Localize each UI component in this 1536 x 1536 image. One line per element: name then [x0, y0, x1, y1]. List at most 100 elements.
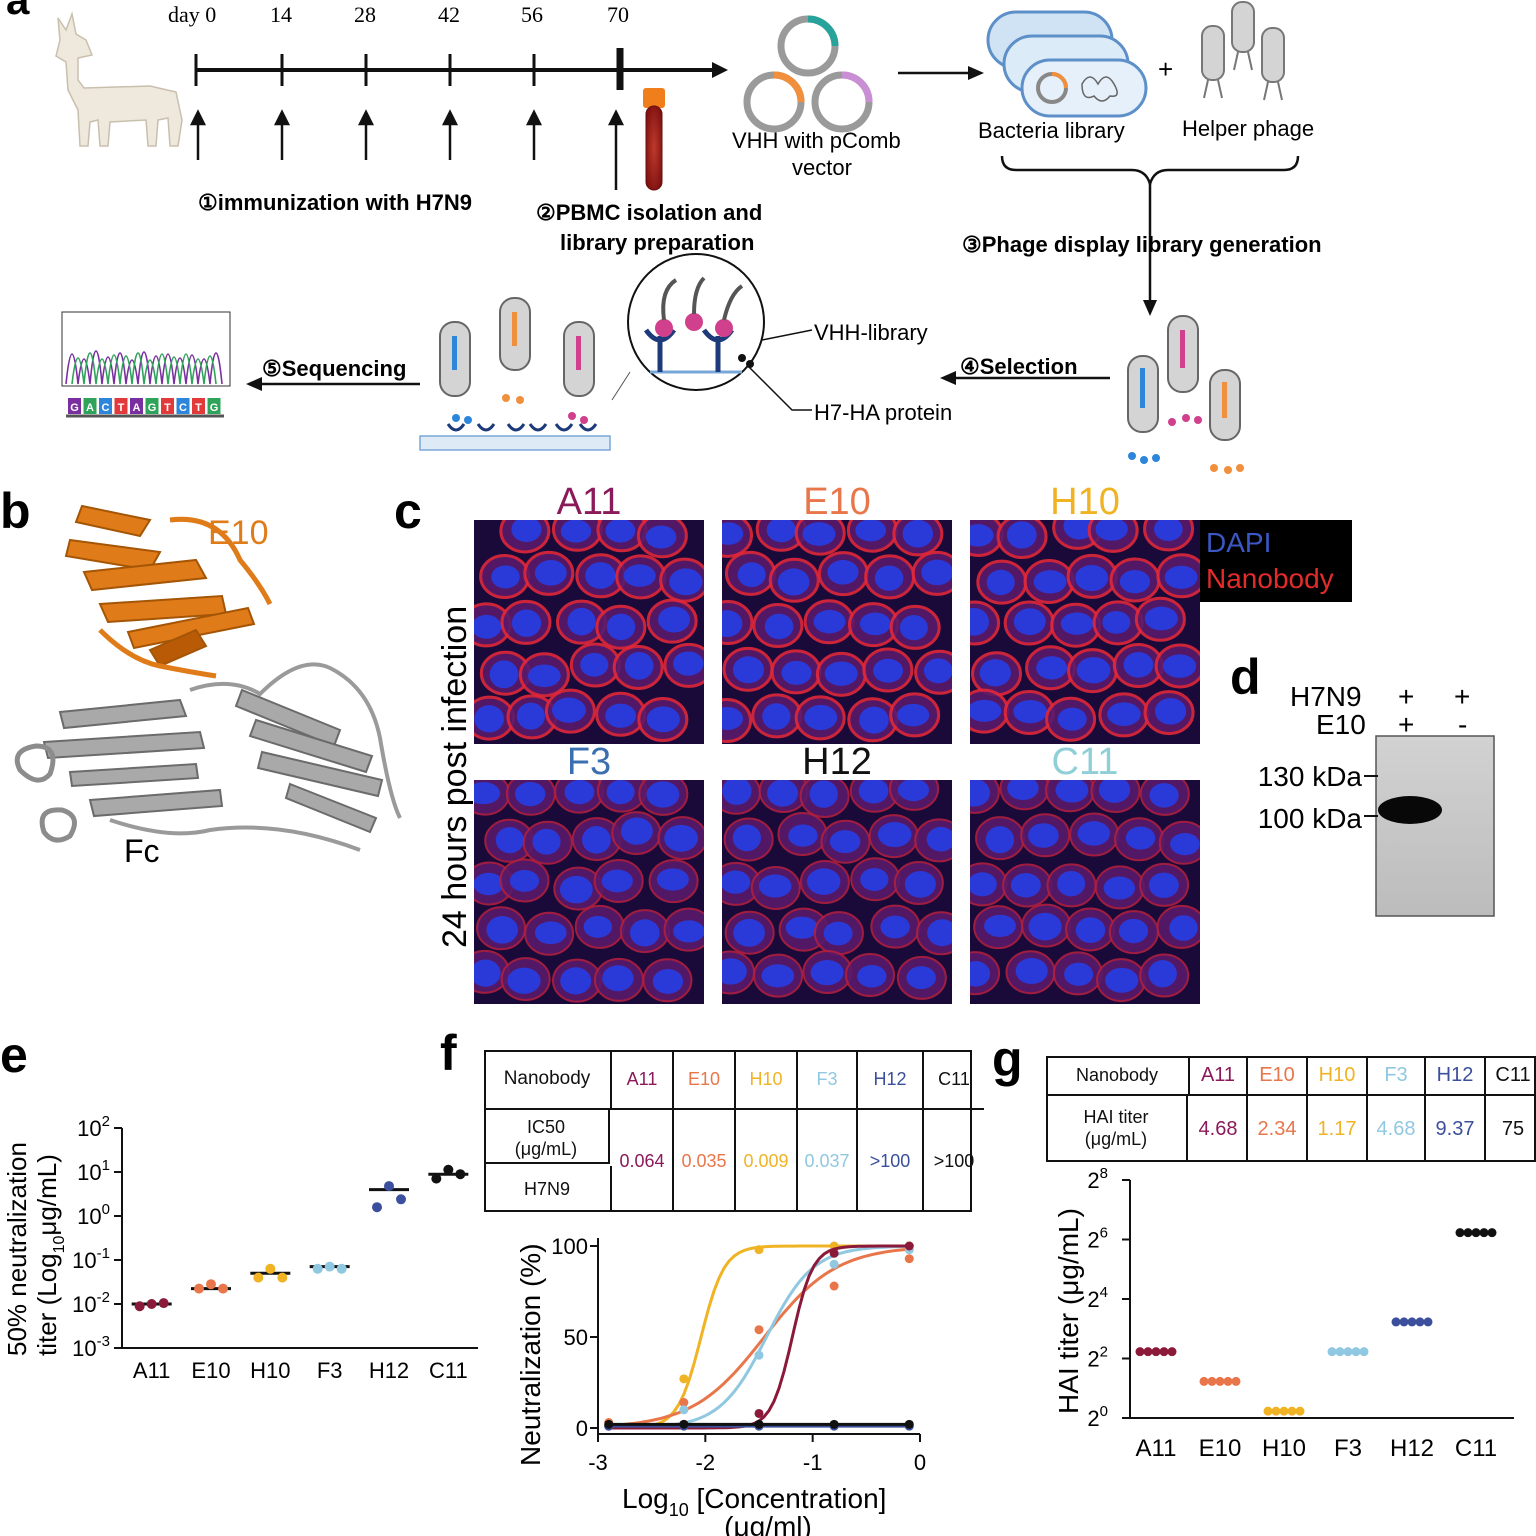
g-y-tick-exp: 4: [1100, 1284, 1108, 1301]
g-point-e10: [1199, 1376, 1209, 1386]
e-y-tick-label: 10-3: [72, 1333, 110, 1361]
g-point-h12: [1391, 1317, 1401, 1327]
arrow-down-selection: [1143, 184, 1157, 316]
g-point-a11: [1143, 1347, 1153, 1357]
f-y-tick-label: 100: [551, 1234, 588, 1259]
g-y-tick-exp: 0: [1100, 1403, 1108, 1420]
g-point-e10: [1215, 1376, 1225, 1386]
selection-plate-icon: [419, 297, 611, 451]
g-x-tick-label: C11: [1455, 1435, 1497, 1462]
panel-a: a day 0 14 28 42 56 70: [6, 0, 1322, 474]
g-point-f3: [1343, 1347, 1353, 1357]
f-xlabel-line2: (μg/ml): [724, 1511, 812, 1536]
day-label-42: 42: [438, 2, 460, 27]
g-y-tick-base: 2: [1087, 1287, 1099, 1312]
micrograph-title-c11: C11: [1052, 741, 1119, 783]
table-g-value-c11: 75: [1501, 1117, 1525, 1140]
table-f-rowlabel: IC50 (μg/mL): [484, 1110, 610, 1164]
e-y-tick-base: 10: [72, 1336, 96, 1361]
day-label-0: day 0: [168, 2, 216, 27]
f-curve-h10: [608, 1244, 910, 1430]
vector-label-line1: VHH with pComb: [732, 128, 901, 153]
e-point-h10: [277, 1272, 288, 1283]
table-f: Nanobody IC50 (μg/mL) H7N9 A11 0.064 E10 0.…: [484, 1050, 984, 1212]
table-g-rowlabel-line2: (μg/mL): [1084, 1129, 1148, 1149]
micrograph-title-h10: H10: [1050, 481, 1120, 523]
g-point-a11: [1135, 1347, 1145, 1357]
e-y-tick-label: 101: [77, 1157, 110, 1185]
e-point-f3: [324, 1261, 335, 1272]
f-point-a11: [904, 1241, 914, 1251]
arrow-to-bacteria: [898, 66, 984, 80]
micrograph-title-e10: E10: [803, 481, 871, 523]
f-point-c11: [679, 1419, 689, 1429]
marker-130: 130 kDa: [1258, 761, 1363, 792]
f-ylabel: Neutralization (%): [515, 1243, 546, 1466]
f-curve-a11: [608, 1244, 910, 1430]
sequence-letter-box: [83, 398, 97, 414]
timeline: [194, 48, 728, 90]
e-y-tick-label: 10-2: [72, 1289, 110, 1317]
table-f-col-h12: H12: [858, 1050, 924, 1110]
step5-text: ⑤Sequencing: [262, 356, 406, 381]
f-point-f3: [754, 1350, 764, 1360]
e-ylabel-part: titer (Log: [32, 1253, 62, 1356]
g-x-tick-label: F3: [1334, 1435, 1362, 1462]
table-f-col-f3: F3: [798, 1050, 858, 1110]
table-g-value-a11: 4.68: [1190, 1096, 1248, 1162]
step2-text-line1: ②PBMC isolation and: [536, 200, 762, 225]
e-point-e10: [218, 1283, 228, 1294]
f-point-a11: [829, 1248, 839, 1258]
g-point-c11: [1471, 1228, 1481, 1238]
plasmid-icons: [743, 15, 873, 133]
panel-a-label: a: [6, 0, 30, 23]
h7-ha-label: H7-HA protein: [814, 400, 952, 425]
g-y-tick-base: 2: [1087, 1168, 1099, 1193]
f-x-tick-label: 0: [914, 1450, 926, 1475]
table-f-col-a11: A11: [612, 1050, 674, 1110]
western-blot: [1375, 735, 1495, 917]
table-f-value-c11: >100: [933, 1150, 975, 1171]
panel-g-label: g: [992, 1031, 1023, 1087]
marker-100: 100 kDa: [1258, 803, 1363, 834]
f-point-c11: [604, 1419, 614, 1429]
sequence-letter-box: [161, 398, 174, 414]
e-x-tick-label: H12: [369, 1358, 409, 1383]
llama-icon: [55, 11, 183, 147]
helper-phage-label: Helper phage: [1182, 116, 1314, 141]
table-f-value-a11: 0.064: [612, 1110, 674, 1212]
microscopy-grid: A11 E10 H10 F3 H12 C11: [474, 481, 1200, 1004]
step4-text: ④Selection: [960, 354, 1078, 379]
e-ylabel-sub: 10: [51, 1235, 68, 1253]
f-point-e10: [679, 1398, 689, 1408]
table-g-value-h10: 1.17: [1308, 1096, 1368, 1162]
sequence-letter-box: [176, 398, 190, 414]
table-f-value-h12: >100: [858, 1110, 924, 1212]
chromatogram-icon: [61, 311, 231, 418]
e-point-c11: [443, 1164, 454, 1175]
table-f-value-f3: 0.037: [798, 1110, 858, 1212]
blot-band: [1378, 796, 1442, 824]
g-point-f3: [1327, 1347, 1337, 1357]
vhh-library-label: VHH-library: [814, 320, 928, 345]
g-point-h10: [1295, 1406, 1305, 1416]
table-g-col-c11: C11: [1486, 1056, 1536, 1096]
table-f-value-e10: 0.035: [674, 1110, 736, 1212]
e-y-tick-exp: -2: [97, 1289, 110, 1306]
f-y-tick-label: 50: [564, 1325, 588, 1350]
sequence-letter-box: [207, 398, 221, 414]
g-ylabel: HAI titer (μg/mL): [1053, 1208, 1084, 1414]
f-point-c11: [829, 1419, 839, 1429]
g-point-f3: [1335, 1347, 1345, 1357]
g-y-tick-label: 24: [1087, 1284, 1108, 1312]
f-point-e10: [754, 1325, 764, 1335]
g-point-h12: [1399, 1317, 1409, 1327]
f-x-tick-label: -1: [803, 1450, 823, 1475]
f-point-a11: [754, 1408, 764, 1418]
g-point-a11: [1167, 1347, 1177, 1357]
table-f-row2label: H7N9: [484, 1166, 612, 1212]
